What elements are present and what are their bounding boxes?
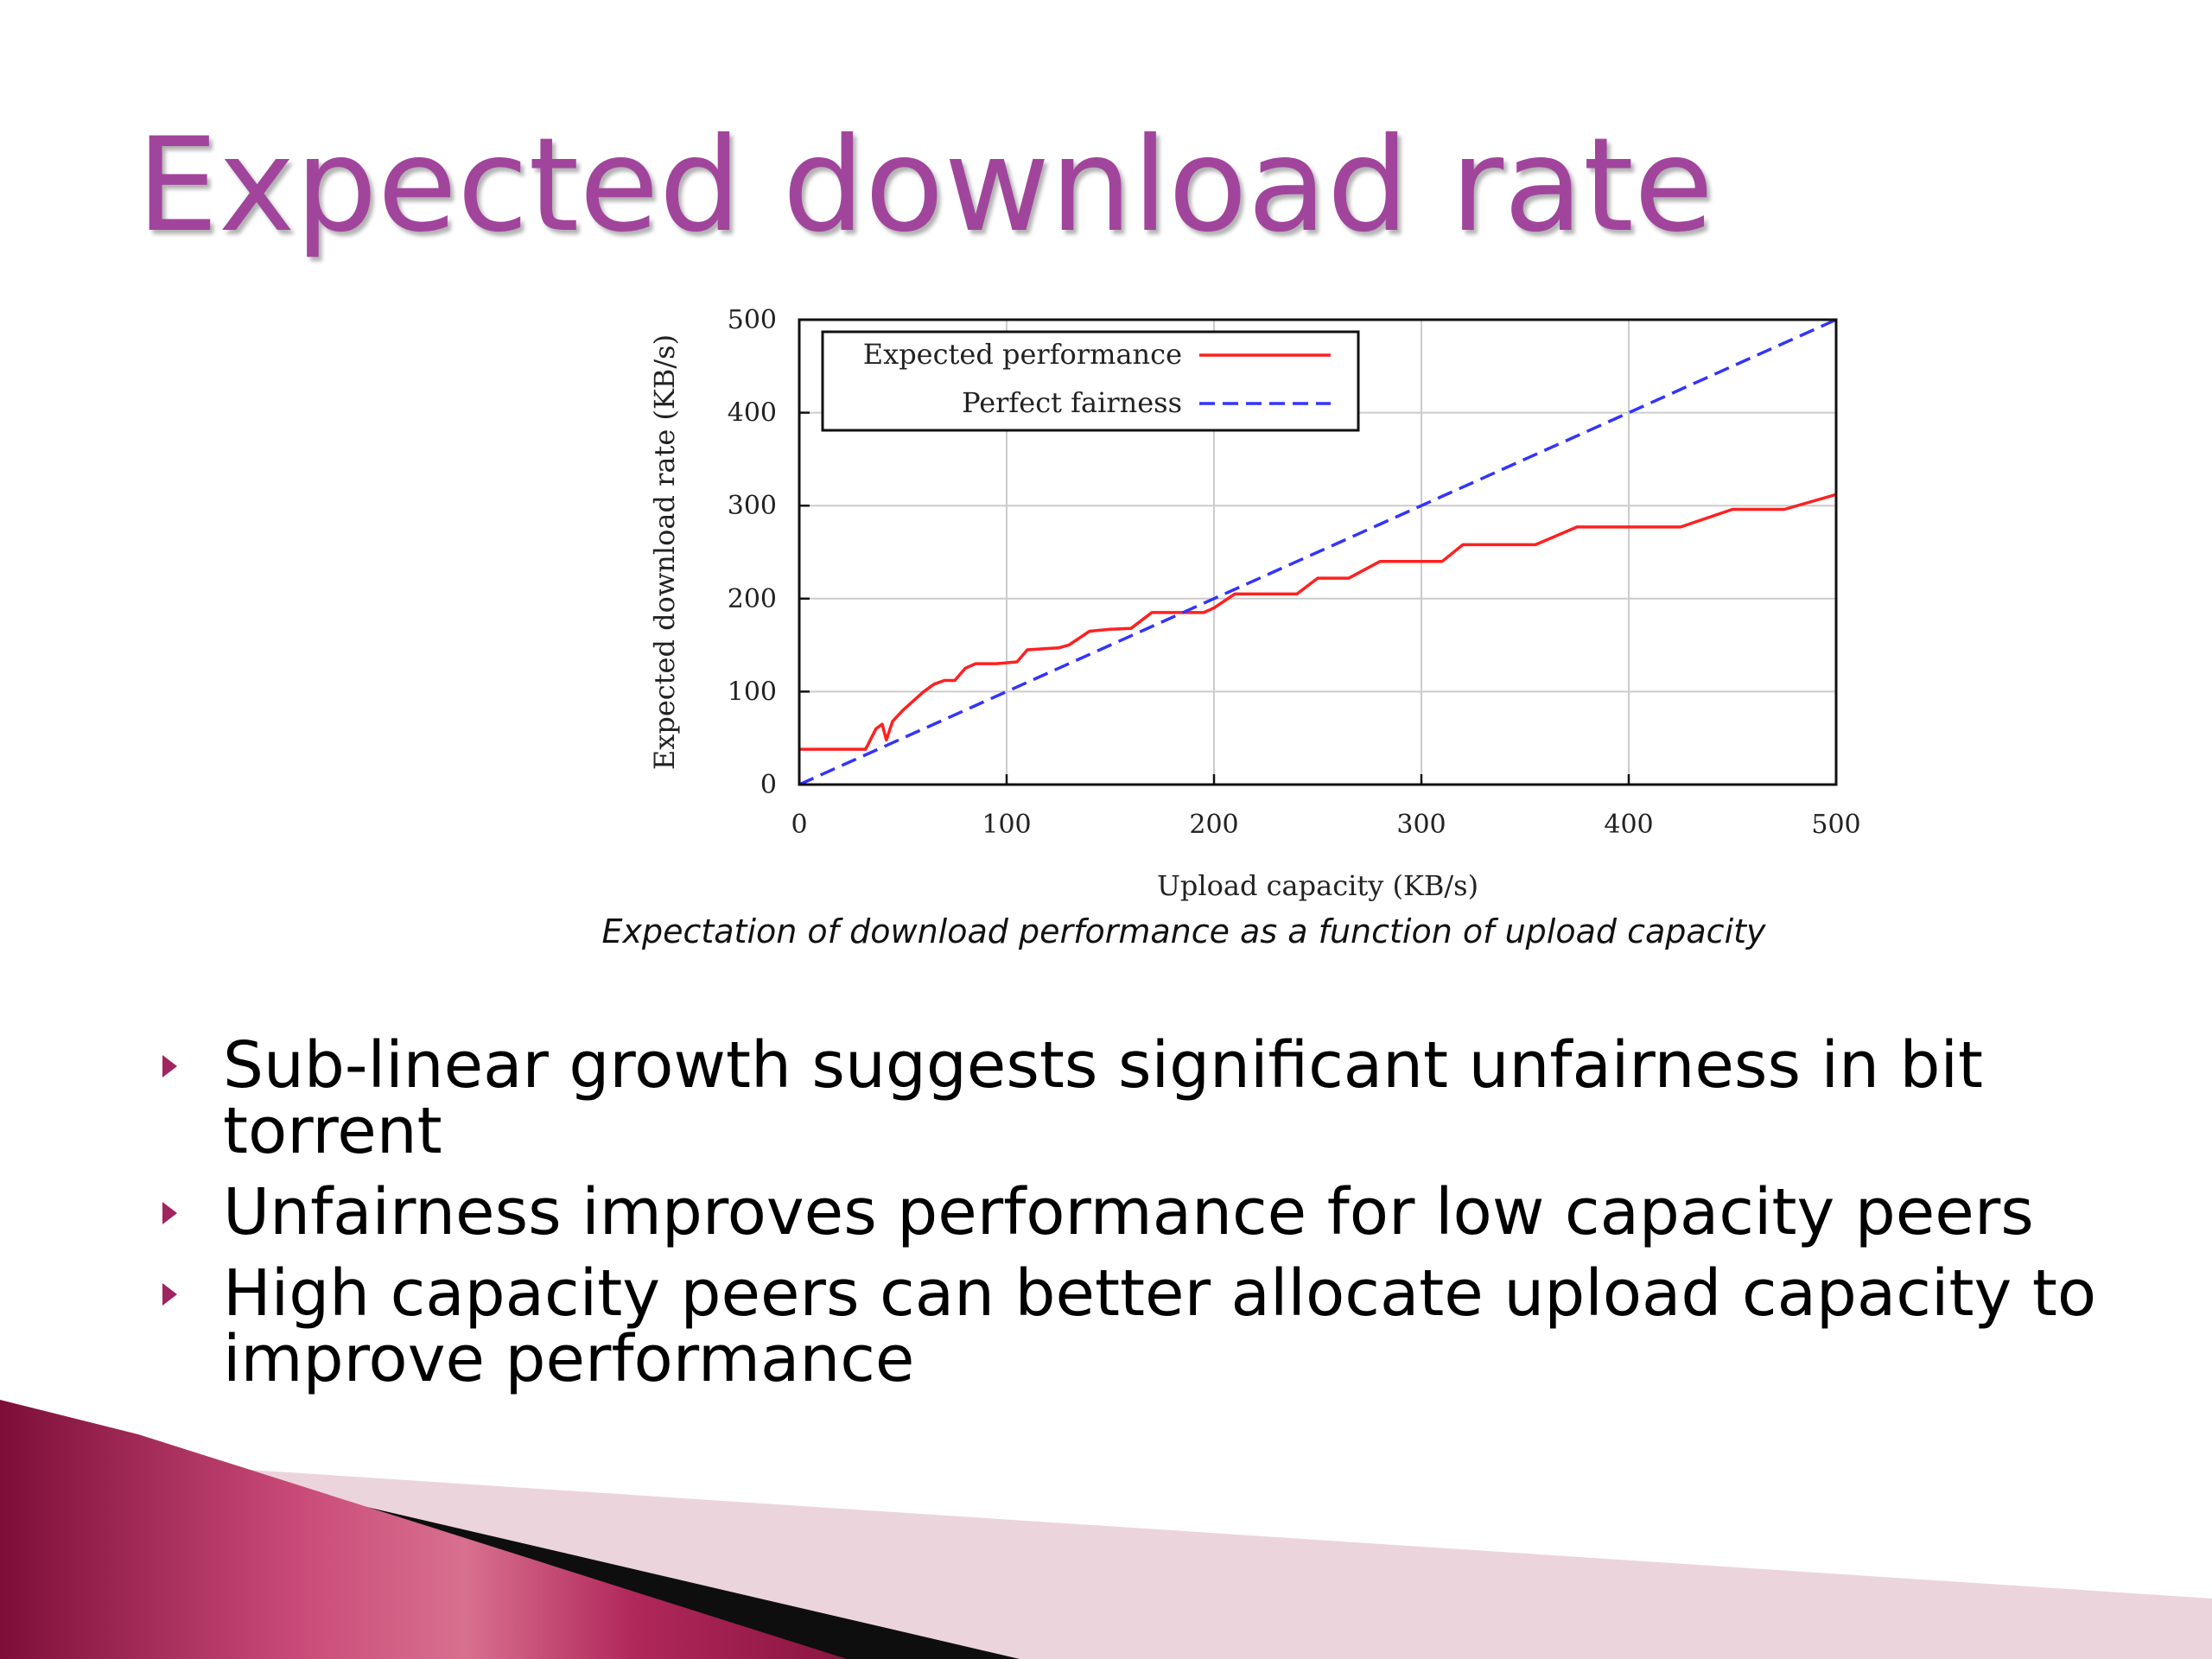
y-tick-label: 0	[760, 770, 777, 800]
chart: 0 100 200 300 400 500 0 100 200 300 400 500 Upload …	[648, 305, 1861, 902]
bullet-item: Unfairness improves performance for low …	[156, 1179, 2143, 1245]
plot-frame	[798, 318, 1838, 786]
y-tick-label: 300	[728, 491, 777, 521]
x-tick-label: 400	[1604, 810, 1653, 840]
bullet-list: Sub-linear growth suggests significant u…	[156, 1033, 2143, 1408]
series-line-expected-performance	[799, 493, 1837, 751]
bullet-item: Sub-linear growth suggests significant u…	[156, 1033, 2143, 1164]
triangle-bullet-icon	[162, 1055, 177, 1077]
swoosh-light-band	[104, 1460, 2212, 1659]
chart-ticks: 0 100 200 300 400 500 0 100 200 300 400 500	[728, 305, 1861, 840]
chart-series-layer	[798, 318, 1837, 786]
y-tick-label: 100	[728, 677, 777, 707]
x-tick-label: 100	[982, 810, 1031, 840]
swoosh-main-band	[0, 1400, 847, 1659]
y-tick-label: 400	[728, 398, 777, 429]
triangle-bullet-icon	[162, 1283, 177, 1306]
slide-title: Expected download rate	[137, 111, 1714, 261]
legend-label-fairness: Perfect fairness	[962, 386, 1182, 419]
bullet-text: Unfairness improves performance for low …	[223, 1175, 2034, 1249]
x-tick-label: 0	[791, 810, 807, 840]
bullet-item: High capacity peers can better allocate …	[156, 1261, 2143, 1392]
triangle-bullet-icon	[162, 1202, 177, 1224]
x-tick-label: 300	[1396, 810, 1446, 840]
series-line-perfect-fairness	[798, 318, 1837, 786]
y-axis-label: Expected download rate (KB/s)	[648, 334, 681, 770]
chart-caption: Expectation of download performance as a…	[601, 912, 1766, 950]
legend-box	[821, 330, 1360, 432]
x-axis-label: Upload capacity (KB/s)	[1157, 869, 1478, 902]
x-tick-label: 500	[1811, 810, 1860, 840]
swoosh-shadow-band	[35, 1417, 1020, 1659]
y-tick-label: 200	[728, 584, 777, 614]
legend-label-expected: Expected performance	[863, 338, 1182, 371]
bullet-text: High capacity peers can better allocate …	[223, 1256, 2097, 1396]
bullet-text: Sub-linear growth suggests significant u…	[223, 1028, 1984, 1168]
x-tick-label: 200	[1189, 810, 1238, 840]
y-tick-label: 500	[728, 305, 777, 335]
legend: Expected performance Perfect fairness	[821, 330, 1360, 432]
